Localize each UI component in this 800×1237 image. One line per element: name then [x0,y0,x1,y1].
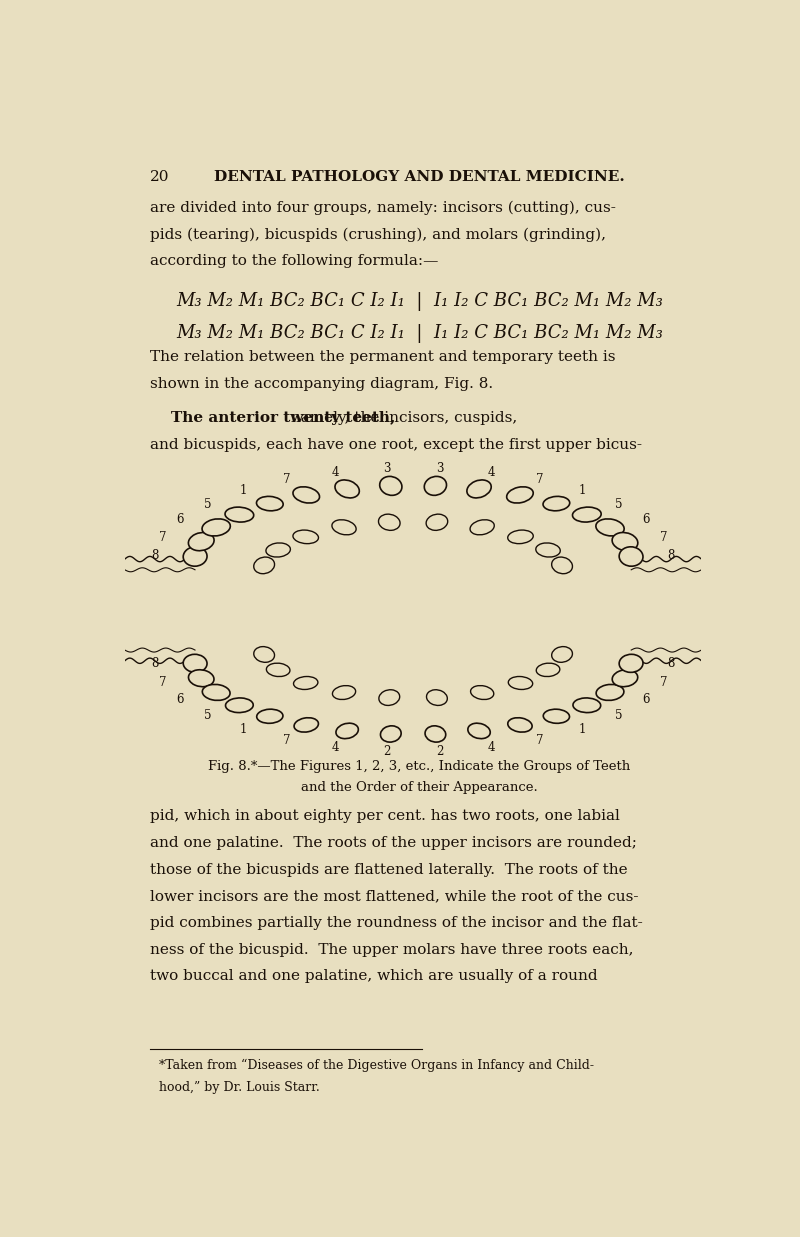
Text: lower incisors are the most flattened, while the root of the cus-: lower incisors are the most flattened, w… [150,889,638,903]
Text: Fig. 8.*—The Figures 1, 2, 3, etc., Indicate the Groups of Teeth: Fig. 8.*—The Figures 1, 2, 3, etc., Indi… [208,760,630,773]
Text: The anterior twenty teeth,: The anterior twenty teeth, [171,412,396,426]
Text: two buccal and one palatine, which are usually of a round: two buccal and one palatine, which are u… [150,970,598,983]
Text: ness of the bicuspid.  The upper molars have three roots each,: ness of the bicuspid. The upper molars h… [150,943,633,956]
Text: hood,” by Dr. Louis Starr.: hood,” by Dr. Louis Starr. [159,1081,320,1094]
Text: DENTAL PATHOLOGY AND DENTAL MEDICINE.: DENTAL PATHOLOGY AND DENTAL MEDICINE. [214,171,625,184]
Text: pid combines partially the roundness of the incisor and the flat-: pid combines partially the roundness of … [150,917,642,930]
Text: namely, the incisors, cuspids,: namely, the incisors, cuspids, [286,412,517,426]
Text: The relation between the permanent and temporary teeth is: The relation between the permanent and t… [150,350,615,365]
Text: those of the bicuspids are flattened laterally.  The roots of the: those of the bicuspids are flattened lat… [150,863,627,877]
Text: pids (tearing), bicuspids (crushing), and molars (grinding),: pids (tearing), bicuspids (crushing), an… [150,228,606,242]
Text: are divided into four groups, namely: incisors (cutting), cus-: are divided into four groups, namely: in… [150,200,615,215]
Text: and the Order of their Appearance.: and the Order of their Appearance. [301,781,538,794]
Text: according to the following formula:—: according to the following formula:— [150,254,438,268]
Text: pid, which in about eighty per cent. has two roots, one labial: pid, which in about eighty per cent. has… [150,809,619,824]
Text: 20: 20 [150,171,169,184]
Text: shown in the accompanying diagram, Fig. 8.: shown in the accompanying diagram, Fig. … [150,377,493,391]
Text: and bicuspids, each have one root, except the first upper bicus-: and bicuspids, each have one root, excep… [150,438,642,452]
Text: and one palatine.  The roots of the upper incisors are rounded;: and one palatine. The roots of the upper… [150,836,637,850]
Text: *Taken from “Diseases of the Digestive Organs in Infancy and Child-: *Taken from “Diseases of the Digestive O… [159,1059,594,1072]
Text: M₃ M₂ M₁ BC₂ BC₁ C I₂ I₁  |  I₁ I₂ C BC₁ BC₂ M₁ M₂ M₃: M₃ M₂ M₁ BC₂ BC₁ C I₂ I₁ | I₁ I₂ C BC₁ B… [176,324,662,343]
Text: M₃ M₂ M₁ BC₂ BC₁ C I₂ I₁  |  I₁ I₂ C BC₁ BC₂ M₁ M₂ M₃: M₃ M₂ M₁ BC₂ BC₁ C I₂ I₁ | I₁ I₂ C BC₁ B… [176,292,662,312]
